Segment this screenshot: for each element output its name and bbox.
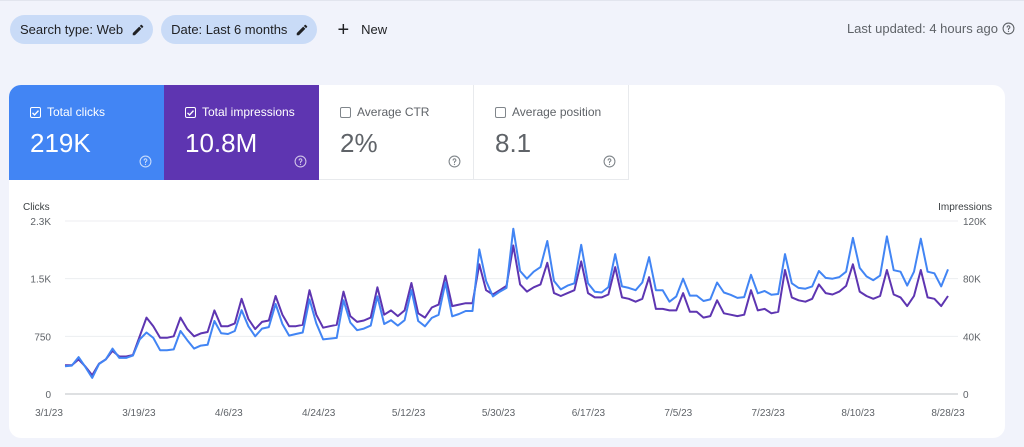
x-tick-label: 8/10/23 (841, 408, 875, 419)
metric-value: 219K (30, 128, 91, 158)
help-icon[interactable] (448, 155, 461, 168)
x-tick-label: 3/19/23 (122, 408, 156, 419)
x-tick-label: 7/23/23 (752, 408, 786, 419)
y-left-axis-title: Clicks (23, 202, 50, 213)
pencil-icon (132, 24, 144, 35)
y-right-tick-label: 0 (963, 390, 969, 401)
help-icon[interactable] (1002, 22, 1015, 35)
y-right-tick-label: 80K (963, 275, 981, 286)
y-left-tick-label: 2.3K (30, 217, 51, 228)
checkbox-checked-icon[interactable] (185, 106, 196, 118)
pencil-icon (297, 24, 308, 35)
metric-total-clicks[interactable]: Total clicks 219K (9, 85, 164, 180)
last-updated-info: Last updated: 4 hours ago (847, 21, 1015, 36)
y-right-tick-label: 40K (963, 332, 981, 343)
filter-bar: Search type: Web Date: Last 6 months + N… (10, 15, 393, 44)
metric-total-impressions[interactable]: Total impressions 10.8M (164, 85, 319, 180)
new-filter-button[interactable]: + New (331, 15, 393, 44)
top-divider (0, 0, 1024, 1)
help-icon[interactable] (603, 155, 616, 168)
y-left-tick-label: 0 (45, 390, 51, 401)
help-icon[interactable] (139, 155, 152, 168)
metric-value: 2% (340, 128, 378, 158)
metric-average-position[interactable]: Average position 8.1 (474, 85, 629, 180)
x-tick-label: 8/28/23 (931, 408, 965, 419)
metric-label: Average CTR (357, 105, 430, 119)
search-type-filter-chip[interactable]: Search type: Web (10, 15, 154, 44)
metric-value: 10.8M (185, 128, 258, 158)
x-tick-label: 4/6/23 (215, 408, 243, 419)
x-tick-label: 5/12/23 (392, 408, 426, 419)
checkbox-checked-icon[interactable] (30, 106, 41, 118)
date-filter-chip[interactable]: Date: Last 6 months (161, 15, 318, 44)
metric-average-ctr[interactable]: Average CTR 2% (319, 85, 474, 180)
metric-label: Average position (512, 105, 602, 119)
x-tick-label: 3/1/23 (35, 408, 63, 419)
x-tick-label: 6/17/23 (572, 408, 606, 419)
checkbox-unchecked-icon[interactable] (340, 106, 351, 118)
series-line-clicks (64, 227, 949, 379)
y-left-tick-label: 750 (34, 332, 51, 343)
performance-card: Total clicks 219K Total impressions 10.8… (9, 85, 1005, 438)
y-right-tick-label: 120K (963, 217, 987, 228)
metric-cards: Total clicks 219K Total impressions 10.8… (9, 85, 629, 180)
new-filter-label: New (361, 22, 388, 37)
y-right-axis-title: Impressions (938, 202, 992, 213)
search-type-label: Search type: Web (20, 22, 124, 37)
metric-header: Total impressions (185, 105, 295, 119)
metric-label: Total impressions (202, 105, 295, 119)
x-tick-label: 7/5/23 (664, 408, 692, 419)
x-tick-label: 4/24/23 (302, 408, 336, 419)
last-updated-text: Last updated: 4 hours ago (846, 21, 998, 36)
performance-chart: Clicks Impressions 0 0 750 40K 1.5K 80K 2.3K 120K… (23, 202, 992, 419)
plus-icon: + (337, 18, 350, 41)
series-line-impressions (65, 244, 949, 377)
metric-header: Total clicks (30, 105, 105, 119)
checkbox-unchecked-icon[interactable] (495, 106, 506, 118)
metric-header: Average position (495, 105, 601, 119)
metric-value: 8.1 (495, 128, 532, 158)
date-filter-label: Date: Last 6 months (171, 22, 288, 37)
x-tick-label: 5/30/23 (482, 408, 516, 419)
metric-label: Total clicks (47, 105, 106, 119)
help-icon[interactable] (294, 155, 307, 168)
metric-header: Average CTR (340, 105, 429, 119)
y-left-tick-label: 1.5K (30, 275, 51, 286)
